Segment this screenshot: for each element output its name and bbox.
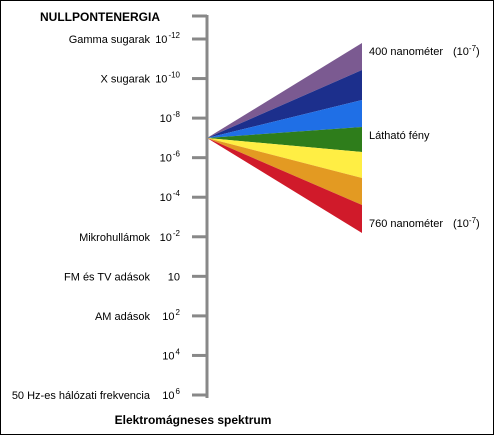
tick-exponent: 4 — [176, 347, 181, 356]
tick-label: 10 — [168, 271, 180, 283]
tick-label: 10-4 — [160, 189, 181, 204]
region-label: AM adások — [95, 311, 151, 323]
lower-label: 760 nanométer (10-7) — [369, 216, 480, 230]
tick-exponent: -2 — [173, 229, 181, 238]
tick-label: 106 — [162, 387, 180, 402]
middle-label: Látható fény — [369, 130, 430, 142]
band-blue — [207, 100, 362, 138]
tick-base: 10 — [155, 74, 167, 86]
tick-label: 102 — [162, 308, 180, 323]
tick-label: 10-6 — [160, 150, 181, 165]
tick-base: 10 — [168, 271, 180, 283]
tick-exponent: 2 — [176, 308, 181, 317]
tick-exponent: -10 — [168, 71, 180, 80]
tick-label: 10-2 — [160, 229, 181, 244]
region-label: Gamma sugarak — [69, 34, 151, 46]
tick-label: 10-10 — [155, 71, 180, 86]
region-label: FM és TV adások — [64, 271, 150, 283]
caption: Elektromágneses spektrum — [115, 413, 272, 427]
tick-label: 10-12 — [155, 31, 180, 46]
band-green — [207, 127, 362, 152]
tick-base: 10 — [162, 350, 174, 362]
tick-exponent: -6 — [173, 150, 181, 159]
tick-exponent: -4 — [173, 189, 181, 198]
upper-label: 400 nanométer (10-7) — [369, 44, 480, 58]
title: NULLPONTENERGIA — [40, 10, 160, 24]
region-label: 50 Hz-es hálózati frekvencia — [12, 390, 151, 402]
tick-base: 10 — [160, 232, 172, 244]
tick-exponent: -12 — [168, 31, 180, 40]
band-violet — [207, 43, 362, 138]
tick-exponent: -8 — [173, 110, 181, 119]
tick-exponent: 6 — [176, 387, 181, 396]
tick-base: 10 — [160, 192, 172, 204]
spectrum-fan — [207, 43, 362, 233]
tick-base: 10 — [155, 34, 167, 46]
tick-base: 10 — [162, 311, 174, 323]
tick-base: 10 — [162, 390, 174, 402]
tick-label: 10-8 — [160, 110, 181, 125]
tick-base: 10 — [160, 113, 172, 125]
region-label: Mikrohullámok — [79, 232, 150, 244]
tick-label: 104 — [162, 347, 180, 362]
band-red — [207, 138, 362, 233]
region-label: X sugarak — [100, 74, 150, 86]
band-indigo — [207, 70, 362, 138]
tick-base: 10 — [160, 153, 172, 165]
